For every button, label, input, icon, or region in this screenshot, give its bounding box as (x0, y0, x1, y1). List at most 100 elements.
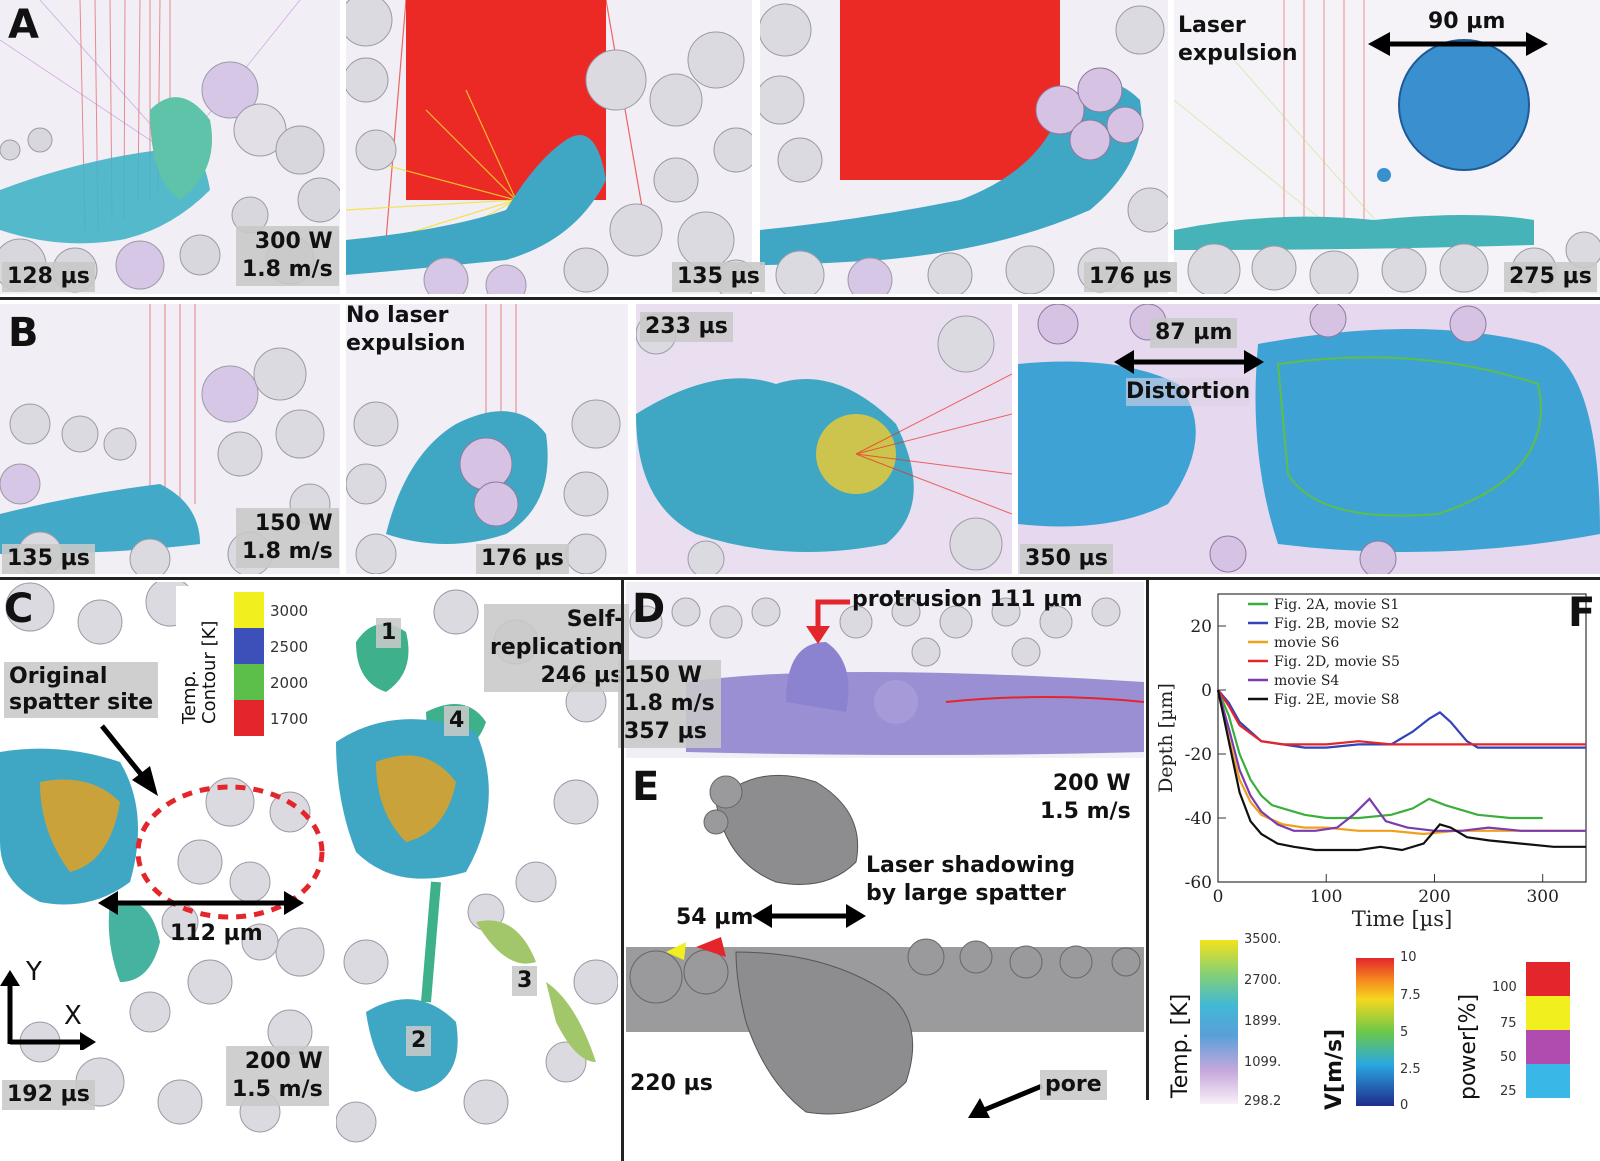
y-tick-label: -20 (1185, 745, 1212, 765)
colorbar-swatch (1526, 1064, 1570, 1098)
axis-x-label: X (64, 1001, 82, 1031)
x-axis-label: Time [µs] (1352, 907, 1453, 931)
legend-title: Temp. Contour [K] (179, 621, 220, 724)
scale-arrow (752, 904, 866, 928)
colorbar-tick: 2.5 (1400, 1062, 1421, 1077)
pointer-arrow (968, 1083, 1043, 1118)
pore-label: pore (1040, 1070, 1107, 1100)
panel-label-b: B (8, 310, 39, 356)
note-line: expulsion (1178, 41, 1298, 66)
column-divider (1146, 580, 1149, 1100)
colorbar-tick: 5 (1400, 1025, 1409, 1040)
timestamp: 135 µs (672, 262, 765, 292)
label-line: Original (9, 664, 108, 689)
simulation-render (760, 0, 1168, 294)
series-line (1216, 689, 1586, 836)
panel-b-frame-3 (636, 304, 1012, 574)
pointer-arrow (100, 724, 158, 796)
panel-label-a: A (8, 2, 39, 48)
laser-parameters: 200 W 1.5 m/s (1040, 770, 1131, 826)
timestamp: 128 µs (2, 262, 95, 292)
legend-title-line: Temp. (179, 670, 200, 724)
legend-swatch (234, 700, 264, 736)
object-id: 3 (512, 966, 538, 996)
panel-e-frame (626, 762, 1144, 1161)
legend-label: Fig. 2B, movie S2 (1274, 616, 1399, 632)
legend-value: 2500 (270, 638, 309, 656)
colorbar-tick: 10 (1400, 950, 1417, 965)
self-replication-label: Self- replication 246 µs (484, 604, 630, 692)
pointer-arrow (806, 599, 850, 644)
speed-value: 1.8 m/s (242, 257, 333, 282)
panel-label-e: E (632, 764, 660, 810)
x-tick-label: 0 (1213, 887, 1224, 907)
column-divider (621, 580, 624, 1161)
speed-value: 1.8 m/s (624, 691, 715, 716)
legend-value: 2000 (270, 674, 309, 692)
colorbar-tick: 1099. (1244, 1055, 1282, 1070)
legend-swatch (234, 628, 264, 664)
distortion-label: Distortion (1126, 378, 1251, 406)
y-tick-label: 20 (1190, 617, 1212, 637)
scale-arrow (1114, 350, 1264, 374)
laser-shadowing-label: Laser shadowing by large spatter (866, 852, 1075, 908)
panel-a-frame-1 (0, 0, 340, 294)
laser-parameters: 300 W 1.8 m/s (236, 226, 339, 286)
x-tick-label: 300 (1526, 887, 1558, 907)
timestamp: 357 µs (624, 719, 707, 744)
simulation-render (346, 304, 628, 574)
timestamp: 275 µs (1504, 262, 1597, 292)
axis-triad-icon (0, 970, 96, 1050)
colorbar-tick: 7.5 (1400, 988, 1421, 1003)
colorbar-gradient (1356, 958, 1394, 1106)
label-line: Self- (566, 607, 624, 632)
panel-label-d: D (632, 586, 666, 632)
row-divider (0, 577, 1600, 580)
temperature-contour-legend: Temp. Contour [K] 3000 2500 2000 1700 (176, 586, 330, 736)
colorbar-gradient (1200, 940, 1238, 1104)
legend-label: Fig. 2E, movie S8 (1274, 692, 1399, 708)
simulation-render (636, 304, 1012, 574)
legend-swatch (234, 664, 264, 700)
power-colorbar: power[%] 100 75 50 25 (1456, 950, 1600, 1120)
object-id: 1 (376, 618, 402, 648)
legend-label: movie S4 (1274, 673, 1339, 689)
legend-label: Fig. 2A, movie S1 (1274, 597, 1399, 613)
power-value: 200 W (244, 1049, 323, 1074)
note-line: Laser (1178, 13, 1246, 38)
label-line: by large spatter (866, 881, 1066, 906)
timestamp: 192 µs (2, 1080, 95, 1110)
colorbar-tick: 2700. (1244, 973, 1282, 988)
x-tick-label: 100 (1310, 887, 1342, 907)
scale-arrow (1368, 32, 1548, 56)
object-id: 2 (406, 1026, 432, 1056)
power-value: 300 W (254, 229, 333, 254)
panel-b-frame-1 (0, 304, 340, 574)
colorbar-tick: 100 (1492, 980, 1517, 995)
speed-value: 1.8 m/s (242, 539, 333, 564)
panel-a-frame-2 (346, 0, 752, 294)
colorbar-swatch (1526, 962, 1570, 996)
panel-b-frame-2 (346, 304, 628, 574)
simulation-render (1018, 304, 1600, 574)
scale-label: 90 µm (1428, 9, 1506, 34)
note-line: expulsion (346, 331, 466, 356)
scale-label: 87 µm (1150, 318, 1238, 348)
colorbar-tick: 298.2 (1244, 1094, 1282, 1109)
axis-y-label: Y (26, 957, 42, 987)
power-value: 150 W (254, 511, 333, 536)
legend-value: 3000 (270, 602, 309, 620)
panel-a-frame-3 (760, 0, 1168, 294)
scale-label: 54 µm (676, 905, 754, 930)
row-divider (0, 297, 1600, 300)
timestamp: 176 µs (476, 544, 569, 574)
timestamp: 220 µs (630, 1071, 713, 1096)
laser-parameters: 200 W 1.5 m/s (226, 1046, 329, 1106)
note-line: No laser (346, 303, 449, 328)
original-spatter-site-label: Original spatter site (4, 662, 159, 718)
scale-label: 112 µm (170, 921, 263, 946)
x-tick-label: 200 (1418, 887, 1450, 907)
timestamp: 176 µs (1084, 262, 1177, 292)
colorbar-tick: 3500. (1244, 932, 1282, 947)
simulation-render (0, 0, 340, 294)
